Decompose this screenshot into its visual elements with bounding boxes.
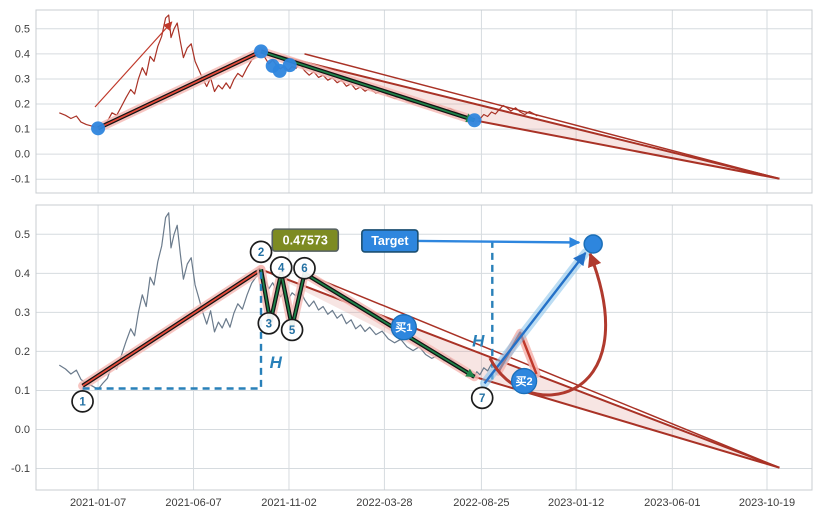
pivot-dot (254, 44, 269, 59)
panel-frame (35, 9, 813, 194)
y-tick-label: 0.3 (15, 73, 30, 85)
pivot-number-circle (257, 311, 281, 335)
target-curve-arrow (488, 252, 608, 397)
x-tick-label: 2023-06-01 (644, 497, 700, 509)
pivot-number-label: 4 (278, 262, 285, 274)
pivot-dot (467, 113, 482, 128)
y-tick-label: 0.4 (15, 268, 30, 280)
panel-frame (35, 204, 813, 491)
pivot-number-label: 1 (79, 396, 86, 408)
y-tick-label: 0.4 (15, 48, 30, 60)
panel-top: -0.1 0.0 0.1 0.2 0.3 0.4 0.5 (11, 9, 813, 194)
x-tick-label: 2022-08-25 (453, 497, 509, 509)
buy-signal-badge (390, 314, 417, 341)
buy-signal-badge (510, 367, 538, 395)
h-measure-dashed (82, 271, 263, 390)
pivot-number-circle (280, 318, 304, 342)
svg-text:0.47573: 0.47573 (283, 233, 328, 247)
svg-text:Target: Target (371, 234, 409, 248)
pivot-number-label: 5 (289, 325, 296, 337)
buy-signal-label: 买1 (395, 321, 412, 334)
pivot-number-label: 3 (266, 318, 272, 330)
pivot-number-circle (269, 256, 293, 279)
y-tick-label: 0.1 (15, 124, 30, 136)
buy-signal-label: 买2 (516, 375, 533, 388)
y-tick-label: 0.5 (15, 229, 30, 241)
y-tick-label: 0.5 (15, 23, 30, 35)
y-tick-label: -0.1 (11, 463, 30, 475)
pivot-number-label: 7 (479, 393, 485, 405)
rally-arrow (94, 21, 173, 108)
y-tick-label: 0.0 (15, 424, 30, 436)
target-pointer-arrow (417, 236, 581, 248)
y-tick-label: 0.2 (15, 346, 30, 358)
x-tick-label: 2023-10-19 (739, 497, 795, 509)
pivot-number-label: 6 (301, 263, 307, 275)
y-tick-label: 0.2 (15, 99, 30, 111)
x-tick-label: 2021-01-07 (70, 497, 126, 509)
target-title-box (361, 229, 419, 253)
pivot-dot (282, 58, 297, 73)
y-tick-label: 0.1 (15, 385, 30, 397)
y-tick-label: -0.1 (11, 174, 30, 186)
h-label: H (270, 353, 283, 372)
x-tick-label: 2021-11-02 (261, 497, 316, 509)
target-point (583, 234, 603, 254)
x-tick-label: 2022-03-28 (356, 497, 412, 509)
pivot-number-label: 2 (258, 247, 264, 259)
panel-bottom: -0.1 0.0 0.1 0.2 0.3 0.4 0.5 2021-01-07 2021-06-… (11, 204, 813, 509)
h-label: H (472, 332, 485, 351)
pivot-number-circle (249, 240, 273, 264)
y-tick-label: 0.3 (15, 307, 30, 319)
breakout-arrow (483, 251, 587, 385)
target-value-box (271, 228, 340, 252)
y-tick-label: 0.0 (15, 149, 30, 161)
pivot-number-circle (71, 390, 94, 413)
pivot-number-circle (293, 256, 316, 280)
pivot-dot (91, 121, 106, 136)
x-tick-label: 2021-06-07 (165, 497, 221, 509)
x-tick-label: 2023-01-12 (548, 497, 604, 509)
pivot-number-circle (470, 386, 494, 410)
